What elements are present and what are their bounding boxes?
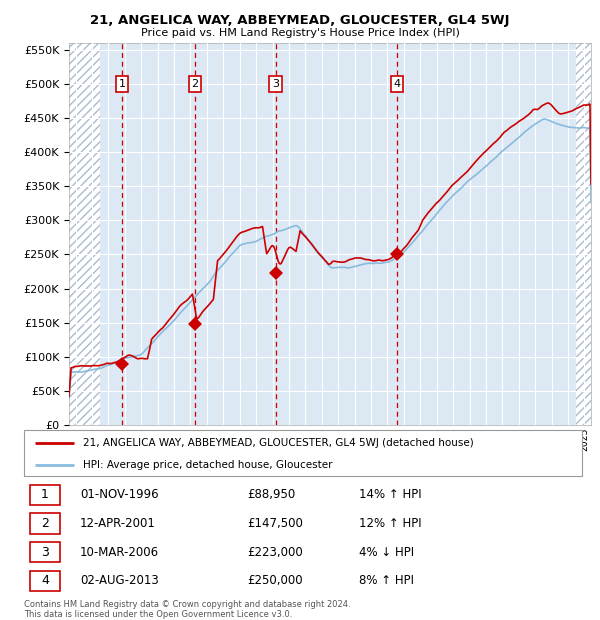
Text: HPI: Average price, detached house, Gloucester: HPI: Average price, detached house, Glou… — [83, 459, 332, 469]
Text: 1: 1 — [119, 79, 125, 89]
Text: £223,000: £223,000 — [247, 546, 303, 559]
Text: 2: 2 — [191, 79, 199, 89]
Text: 01-NOV-1996: 01-NOV-1996 — [80, 489, 158, 502]
Text: 4: 4 — [41, 574, 49, 587]
Bar — [29, 485, 60, 505]
Text: 3: 3 — [272, 79, 279, 89]
Text: Price paid vs. HM Land Registry's House Price Index (HPI): Price paid vs. HM Land Registry's House … — [140, 28, 460, 38]
Text: 3: 3 — [41, 546, 49, 559]
Bar — [29, 542, 60, 562]
Text: £250,000: £250,000 — [247, 574, 303, 587]
Text: 8% ↑ HPI: 8% ↑ HPI — [359, 574, 414, 587]
Text: 4: 4 — [394, 79, 401, 89]
Text: Contains HM Land Registry data © Crown copyright and database right 2024.
This d: Contains HM Land Registry data © Crown c… — [24, 600, 350, 619]
Text: 2: 2 — [41, 517, 49, 530]
Text: 21, ANGELICA WAY, ABBEYMEAD, GLOUCESTER, GL4 5WJ (detached house): 21, ANGELICA WAY, ABBEYMEAD, GLOUCESTER,… — [83, 438, 473, 448]
Text: £147,500: £147,500 — [247, 517, 303, 530]
Text: 4% ↓ HPI: 4% ↓ HPI — [359, 546, 414, 559]
Text: 02-AUG-2013: 02-AUG-2013 — [80, 574, 158, 587]
Text: 12% ↑ HPI: 12% ↑ HPI — [359, 517, 421, 530]
Text: 10-MAR-2006: 10-MAR-2006 — [80, 546, 159, 559]
Bar — [29, 513, 60, 534]
Text: £88,950: £88,950 — [247, 489, 295, 502]
Text: 1: 1 — [41, 489, 49, 502]
Bar — [29, 571, 60, 591]
Text: 12-APR-2001: 12-APR-2001 — [80, 517, 155, 530]
Text: 21, ANGELICA WAY, ABBEYMEAD, GLOUCESTER, GL4 5WJ: 21, ANGELICA WAY, ABBEYMEAD, GLOUCESTER,… — [90, 14, 510, 27]
Text: 14% ↑ HPI: 14% ↑ HPI — [359, 489, 421, 502]
